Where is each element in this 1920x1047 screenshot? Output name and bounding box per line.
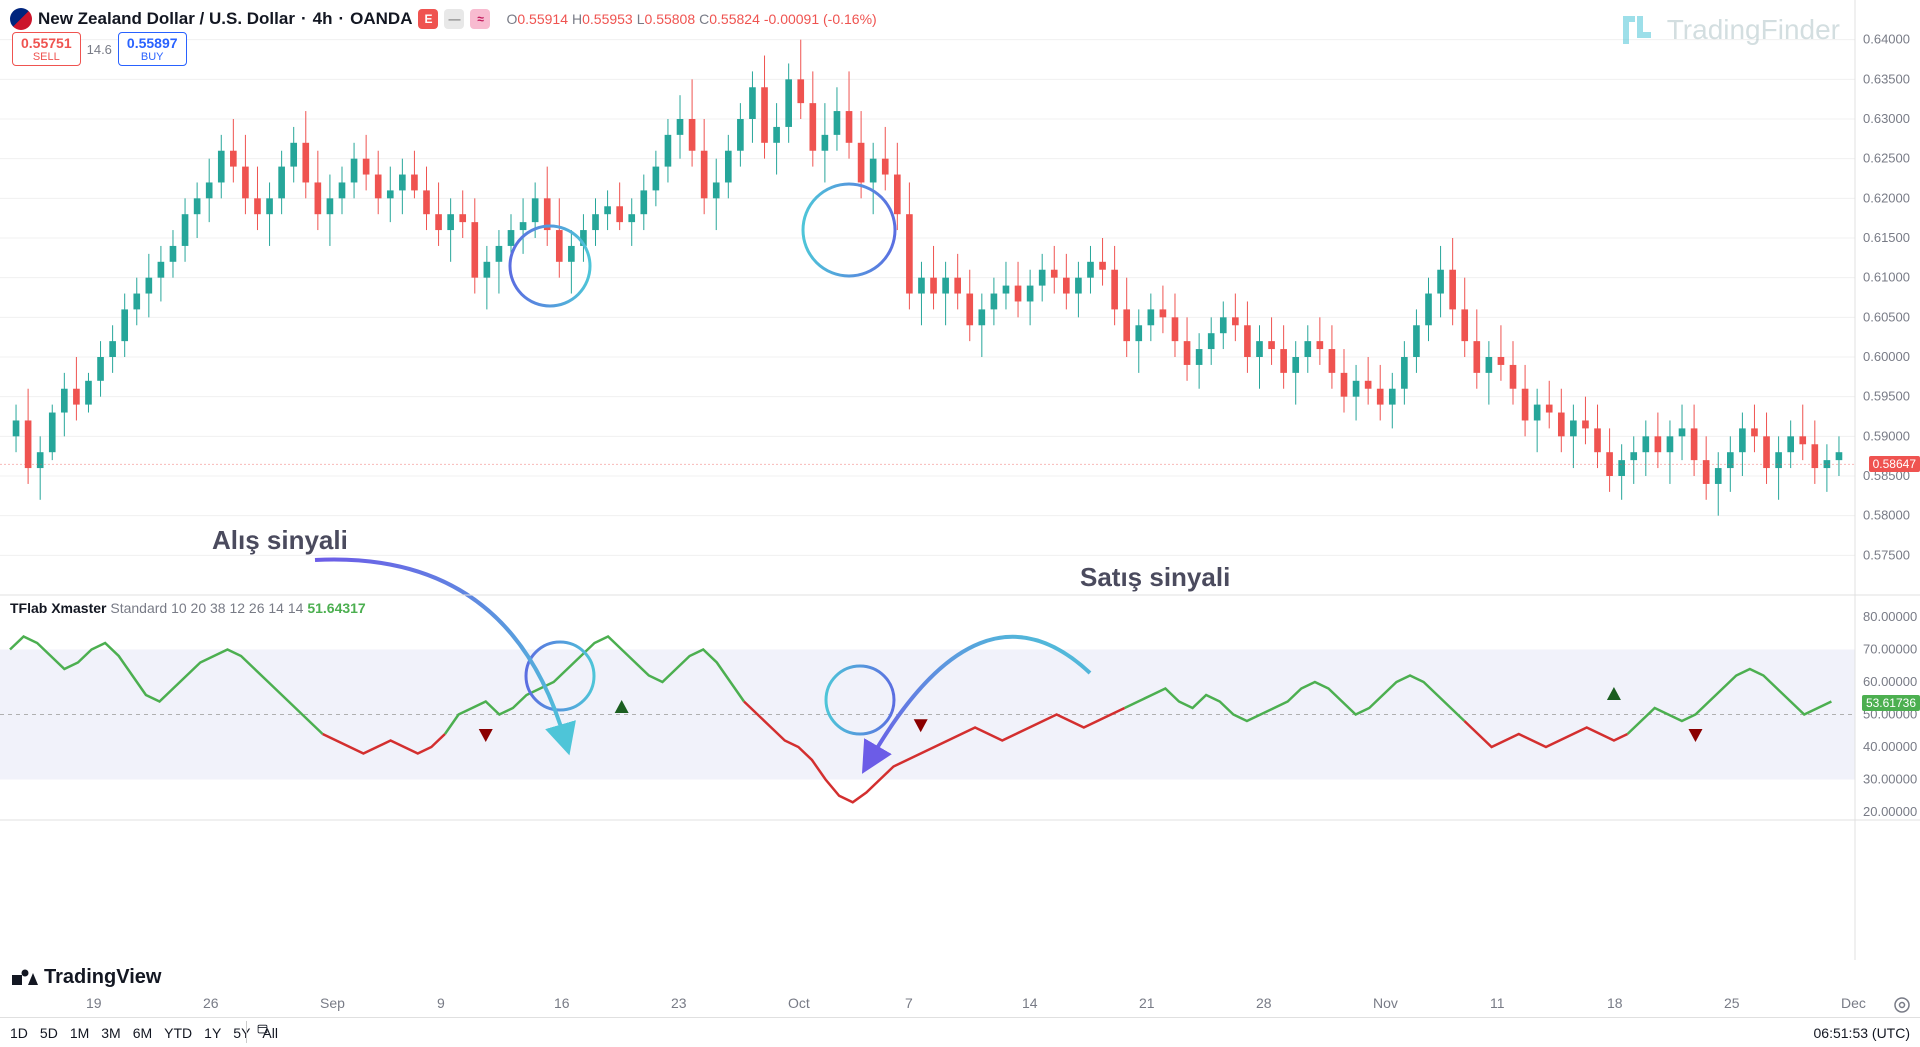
svg-text:70.00000: 70.00000: [1863, 642, 1917, 657]
time-tick: 9: [437, 995, 445, 1011]
timeframe-ytd[interactable]: YTD: [164, 1025, 192, 1041]
svg-text:40.00000: 40.00000: [1863, 739, 1917, 754]
tradingfinder-logo: TradingFinder: [1617, 10, 1840, 50]
time-tick: 19: [86, 995, 102, 1011]
timeframe-5d[interactable]: 5D: [40, 1025, 58, 1041]
symbol-flag-icon: [10, 8, 32, 30]
compare-icon[interactable]: ≈: [470, 9, 490, 29]
time-axis: 1926Sep91623Oct7142128Nov111825Dec: [0, 995, 1860, 1015]
current-price-tag: 0.58647: [1869, 456, 1920, 472]
svg-text:0.57500: 0.57500: [1863, 547, 1910, 562]
time-tick: 16: [554, 995, 570, 1011]
svg-text:30.00000: 30.00000: [1863, 772, 1917, 787]
tradingview-logo[interactable]: TradingView: [12, 966, 161, 989]
svg-text:0.64000: 0.64000: [1863, 32, 1910, 47]
calendar-icon[interactable]: [246, 1021, 268, 1043]
buy-signal-label: Alış sinyali: [212, 525, 348, 556]
time-tick: Oct: [788, 995, 810, 1011]
indicator-header[interactable]: TFlab Xmaster Standard 10 20 38 12 26 14…: [10, 600, 366, 616]
ohlc-display: O0.55914 H0.55953 L0.55808 C0.55824 -0.0…: [506, 11, 876, 27]
time-tick: 23: [671, 995, 687, 1011]
market-status-icon: E: [418, 9, 438, 29]
axis-gear-icon[interactable]: [1892, 995, 1912, 1015]
buy-button[interactable]: 0.55897 BUY: [118, 32, 187, 66]
chart-header: New Zealand Dollar / U.S. Dollar · 4h · …: [10, 8, 877, 30]
sell-signal-label: Satış sinyali: [1080, 562, 1230, 593]
timeframe-1y[interactable]: 1Y: [204, 1025, 221, 1041]
svg-text:0.59000: 0.59000: [1863, 428, 1910, 443]
timeframe-6m[interactable]: 6M: [133, 1025, 152, 1041]
spread-value: 14.6: [87, 42, 112, 57]
time-tick: Dec: [1841, 995, 1866, 1011]
time-tick: 14: [1022, 995, 1038, 1011]
buysell-panel: 0.55751 SELL 14.6 0.55897 BUY: [12, 32, 187, 66]
bottom-toolbar: 1D5D1M3M6MYTD1Y5YAll 06:51:53 (UTC): [0, 1017, 1920, 1047]
timeframe-1m[interactable]: 1M: [70, 1025, 89, 1041]
svg-text:0.61000: 0.61000: [1863, 270, 1910, 285]
timeframe-buttons: 1D5D1M3M6MYTD1Y5YAll: [10, 1025, 278, 1041]
svg-text:0.60500: 0.60500: [1863, 309, 1910, 324]
time-tick: 28: [1256, 995, 1272, 1011]
timeframe-label[interactable]: 4h: [313, 9, 333, 29]
time-tick: 25: [1724, 995, 1740, 1011]
svg-text:0.63000: 0.63000: [1863, 111, 1910, 126]
indicator-value-tag: 53.61736: [1862, 695, 1920, 711]
timeframe-3m[interactable]: 3M: [101, 1025, 120, 1041]
time-tick: 7: [905, 995, 913, 1011]
time-tick: Nov: [1373, 995, 1398, 1011]
svg-text:80.00000: 80.00000: [1863, 609, 1917, 624]
svg-text:20.00000: 20.00000: [1863, 804, 1917, 819]
svg-text:0.62500: 0.62500: [1863, 151, 1910, 166]
timeframe-1d[interactable]: 1D: [10, 1025, 28, 1041]
chart-menu-icon[interactable]: —: [444, 9, 464, 29]
time-tick: 11: [1490, 995, 1505, 1011]
time-tick: 18: [1607, 995, 1623, 1011]
time-tick: 21: [1139, 995, 1155, 1011]
svg-text:60.00000: 60.00000: [1863, 674, 1917, 689]
time-tick: 26: [203, 995, 219, 1011]
svg-text:0.62000: 0.62000: [1863, 190, 1910, 205]
sell-button[interactable]: 0.55751 SELL: [12, 32, 81, 66]
svg-text:0.59500: 0.59500: [1863, 389, 1910, 404]
clock-display: 06:51:53 (UTC): [1814, 1025, 1910, 1041]
chart-canvas[interactable]: 0.64000 0.63500 0.63000 0.62500 0.62000 0.615…: [0, 0, 1920, 980]
time-tick: Sep: [320, 995, 345, 1011]
svg-text:0.60000: 0.60000: [1863, 349, 1910, 364]
symbol-name[interactable]: New Zealand Dollar / U.S. Dollar: [38, 9, 295, 29]
svg-text:0.58000: 0.58000: [1863, 508, 1910, 523]
svg-text:0.61500: 0.61500: [1863, 230, 1910, 245]
provider-label: OANDA: [350, 9, 412, 29]
svg-text:0.63500: 0.63500: [1863, 71, 1910, 86]
